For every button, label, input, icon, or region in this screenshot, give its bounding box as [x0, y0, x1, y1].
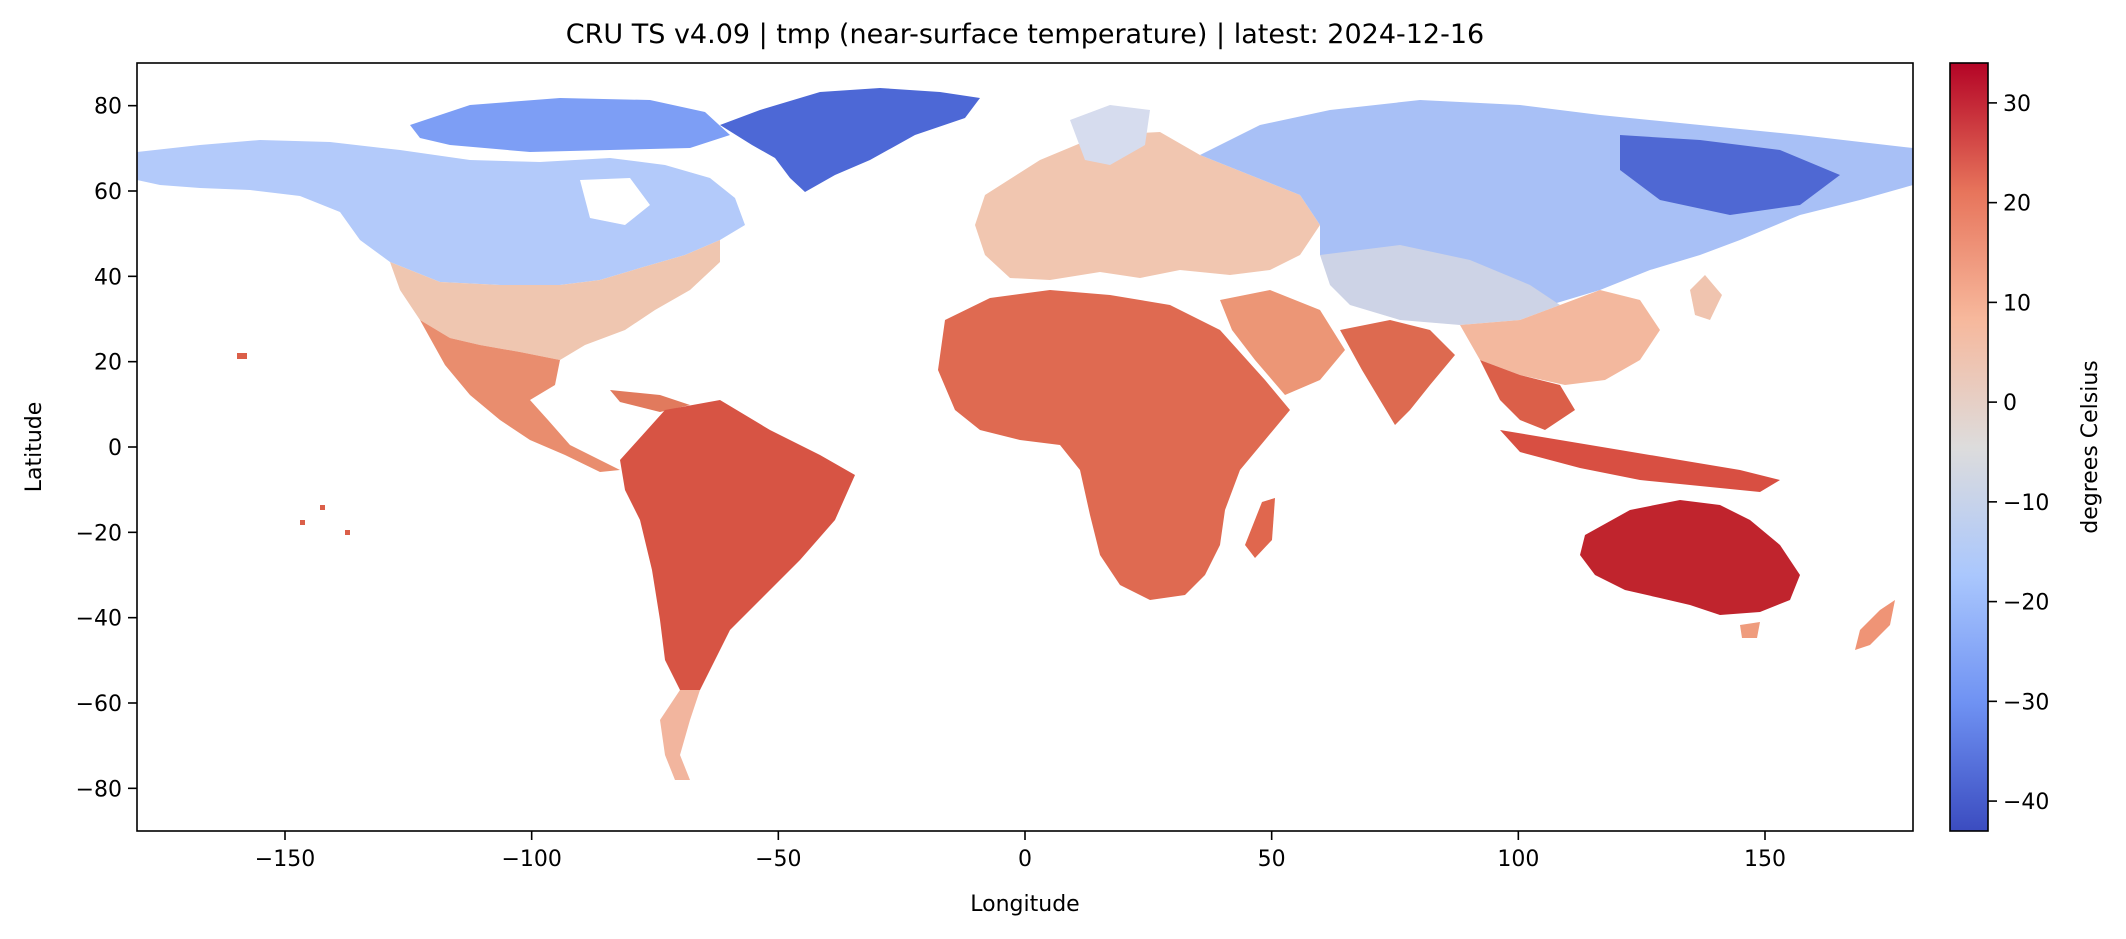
landmass-tasmania [1740, 622, 1760, 638]
x-tick-label: −50 [755, 847, 801, 872]
x-axis: −150 −100 −50 0 50 100 150 [255, 831, 1786, 872]
colorbar [1949, 62, 1989, 832]
colorbar-tick-label: −40 [2003, 790, 2049, 815]
x-tick-label: 0 [1018, 847, 1032, 872]
island-hawaii [237, 353, 247, 359]
colorbar-tick-label: 10 [2003, 291, 2031, 316]
landmass-south-america [620, 400, 855, 690]
y-tick-label: −80 [76, 777, 122, 802]
colorbar-tick-label: −20 [2003, 591, 2049, 616]
chart-title: CRU TS v4.09 | tmp (near-surface tempera… [566, 19, 1484, 50]
landmass-europe [975, 132, 1320, 280]
x-tick-label: −150 [255, 847, 315, 872]
x-tick-label: 50 [1258, 847, 1286, 872]
x-tick-label: −100 [501, 847, 561, 872]
landmass-scandinavia [1070, 105, 1150, 165]
landmass-indonesia [1500, 430, 1780, 492]
colorbar-tick-label: −30 [2003, 690, 2049, 715]
landmass-eastern-siberia [1620, 135, 1840, 215]
landmass-mexico [420, 320, 620, 472]
island-pacific-1 [300, 520, 305, 525]
x-tick-label: 150 [1744, 847, 1786, 872]
colorbar-tick-label: −10 [2003, 491, 2049, 516]
landmass-madagascar [1245, 498, 1275, 558]
y-axis: 80 60 40 20 0 −20 −40 −60 −80 [76, 95, 137, 802]
y-tick-label: 40 [94, 265, 122, 290]
landmass-usa [390, 240, 720, 360]
landmass-hudson-bay [580, 178, 650, 225]
x-axis-label: Longitude [970, 892, 1079, 917]
y-tick-label: 80 [94, 95, 122, 120]
y-tick-label: 0 [108, 436, 122, 461]
landmass-greenland [720, 88, 980, 192]
y-tick-label: −40 [76, 607, 122, 632]
landmass-australia [1580, 500, 1800, 615]
y-tick-label: −60 [76, 692, 122, 717]
y-axis-label: Latitude [22, 402, 47, 493]
y-tick-label: 60 [94, 180, 122, 205]
landmass-southeast-asia [1480, 360, 1575, 430]
colorbar-tick-label: 0 [2003, 391, 2017, 416]
landmass-japan [1690, 275, 1722, 320]
landmass-china [1460, 290, 1660, 385]
map-area [137, 63, 1913, 831]
landmass-new-zealand [1855, 600, 1895, 650]
y-tick-label: 20 [94, 351, 122, 376]
colorbar-axis: 30 20 10 0 −10 −20 −30 −40 [1988, 92, 2049, 815]
y-tick-label: −20 [76, 521, 122, 546]
landmass-patagonia [660, 690, 700, 780]
x-tick-label: 100 [1497, 847, 1539, 872]
landmass-india [1340, 320, 1455, 425]
colorbar-tick-label: 30 [2003, 92, 2031, 117]
landmass-north-america-north [137, 140, 745, 285]
landmass-caribbean [610, 390, 690, 412]
island-pacific-2 [320, 505, 325, 510]
colorbar-tick-label: 20 [2003, 192, 2031, 217]
landmass-middle-east [1220, 290, 1345, 395]
island-pacific-3 [345, 530, 350, 535]
landmass-central-asia [1320, 245, 1560, 325]
landmass-canadian-arctic [410, 98, 730, 152]
landmass-africa [938, 290, 1290, 600]
colorbar-label: degrees Celsius [2078, 360, 2103, 534]
